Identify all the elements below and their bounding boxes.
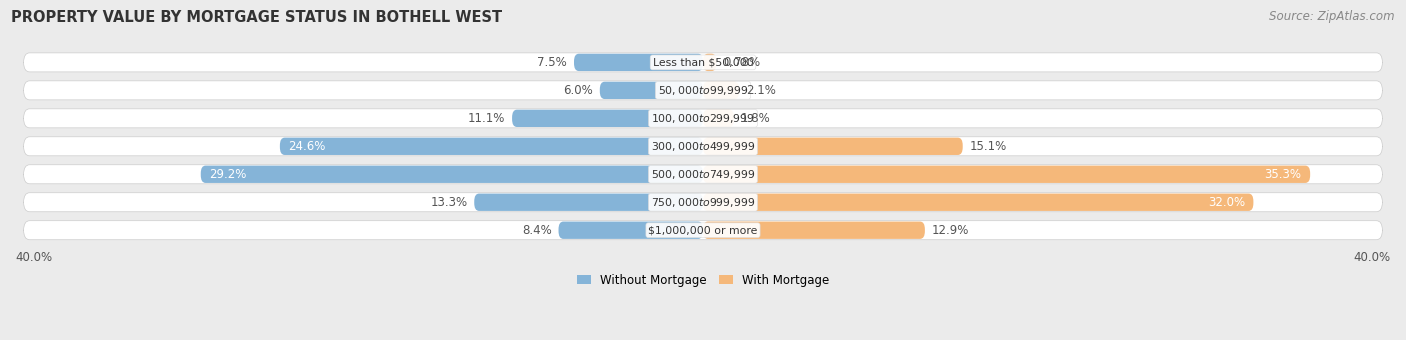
Text: Less than $50,000: Less than $50,000 [652,57,754,67]
Text: $100,000 to $299,999: $100,000 to $299,999 [651,112,755,125]
Text: 29.2%: 29.2% [209,168,246,181]
Text: 6.0%: 6.0% [564,84,593,97]
FancyBboxPatch shape [703,82,740,99]
Text: 32.0%: 32.0% [1208,196,1244,209]
FancyBboxPatch shape [558,222,703,239]
Text: 11.1%: 11.1% [468,112,505,125]
Text: 0.78%: 0.78% [723,56,761,69]
Text: 15.1%: 15.1% [970,140,1007,153]
FancyBboxPatch shape [703,166,1310,183]
FancyBboxPatch shape [703,54,717,71]
Text: PROPERTY VALUE BY MORTGAGE STATUS IN BOTHELL WEST: PROPERTY VALUE BY MORTGAGE STATUS IN BOT… [11,10,502,25]
Text: 40.0%: 40.0% [1354,251,1391,264]
Text: $300,000 to $499,999: $300,000 to $499,999 [651,140,755,153]
FancyBboxPatch shape [600,82,703,99]
FancyBboxPatch shape [24,137,1382,156]
Text: $500,000 to $749,999: $500,000 to $749,999 [651,168,755,181]
Text: $50,000 to $99,999: $50,000 to $99,999 [658,84,748,97]
FancyBboxPatch shape [703,193,1253,211]
Text: $750,000 to $999,999: $750,000 to $999,999 [651,196,755,209]
Text: 40.0%: 40.0% [15,251,52,264]
FancyBboxPatch shape [703,138,963,155]
FancyBboxPatch shape [24,81,1382,100]
Text: Source: ZipAtlas.com: Source: ZipAtlas.com [1270,10,1395,23]
FancyBboxPatch shape [24,109,1382,128]
Legend: Without Mortgage, With Mortgage: Without Mortgage, With Mortgage [572,269,834,291]
FancyBboxPatch shape [24,165,1382,184]
FancyBboxPatch shape [280,138,703,155]
Text: 2.1%: 2.1% [747,84,776,97]
Text: 24.6%: 24.6% [288,140,326,153]
Text: 8.4%: 8.4% [522,224,551,237]
Text: 12.9%: 12.9% [932,224,969,237]
FancyBboxPatch shape [24,53,1382,72]
FancyBboxPatch shape [24,193,1382,212]
FancyBboxPatch shape [574,54,703,71]
Text: $1,000,000 or more: $1,000,000 or more [648,225,758,235]
Text: 13.3%: 13.3% [430,196,467,209]
Text: 1.8%: 1.8% [741,112,770,125]
Text: 35.3%: 35.3% [1264,168,1302,181]
FancyBboxPatch shape [474,193,703,211]
FancyBboxPatch shape [703,110,734,127]
Text: 7.5%: 7.5% [537,56,567,69]
FancyBboxPatch shape [24,221,1382,240]
FancyBboxPatch shape [512,110,703,127]
FancyBboxPatch shape [201,166,703,183]
FancyBboxPatch shape [703,222,925,239]
